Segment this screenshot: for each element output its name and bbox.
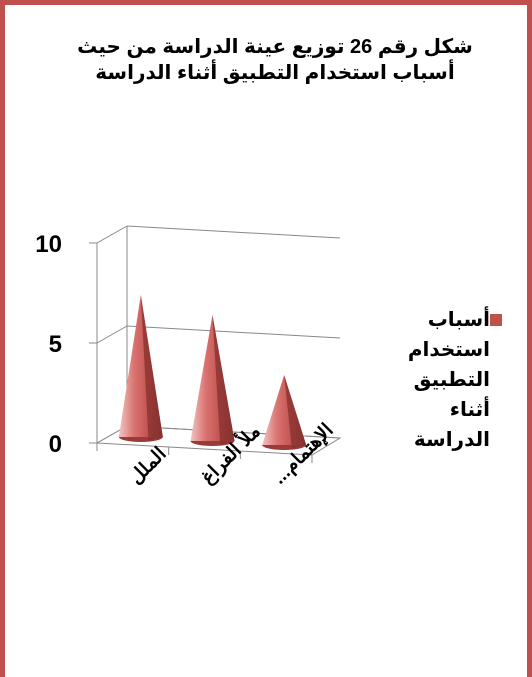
gridline (126, 225, 341, 239)
legend: أسباب استخدام التطبيق أثناء الدراسة (372, 305, 512, 455)
cone (262, 375, 307, 450)
cone-shade (284, 375, 307, 449)
gridline-depth (96, 325, 128, 344)
legend-label: أسباب استخدام التطبيق أثناء الدراسة (407, 309, 490, 451)
cone-shade (140, 295, 163, 441)
cone-shade (212, 315, 235, 445)
cone (118, 295, 163, 442)
y-tick-label: 10 (35, 231, 62, 258)
chart-title: شكل رقم 26 توزيع عينة الدراسة من حيث أسب… (77, 36, 473, 84)
gridline-depth (96, 225, 128, 244)
x-tick-label: الملل (126, 443, 171, 488)
cone (190, 315, 235, 446)
gridline (126, 325, 341, 339)
y-tick-label: 5 (49, 331, 62, 358)
y-tick-label: 0 (49, 431, 62, 458)
legend-swatch (490, 314, 502, 326)
